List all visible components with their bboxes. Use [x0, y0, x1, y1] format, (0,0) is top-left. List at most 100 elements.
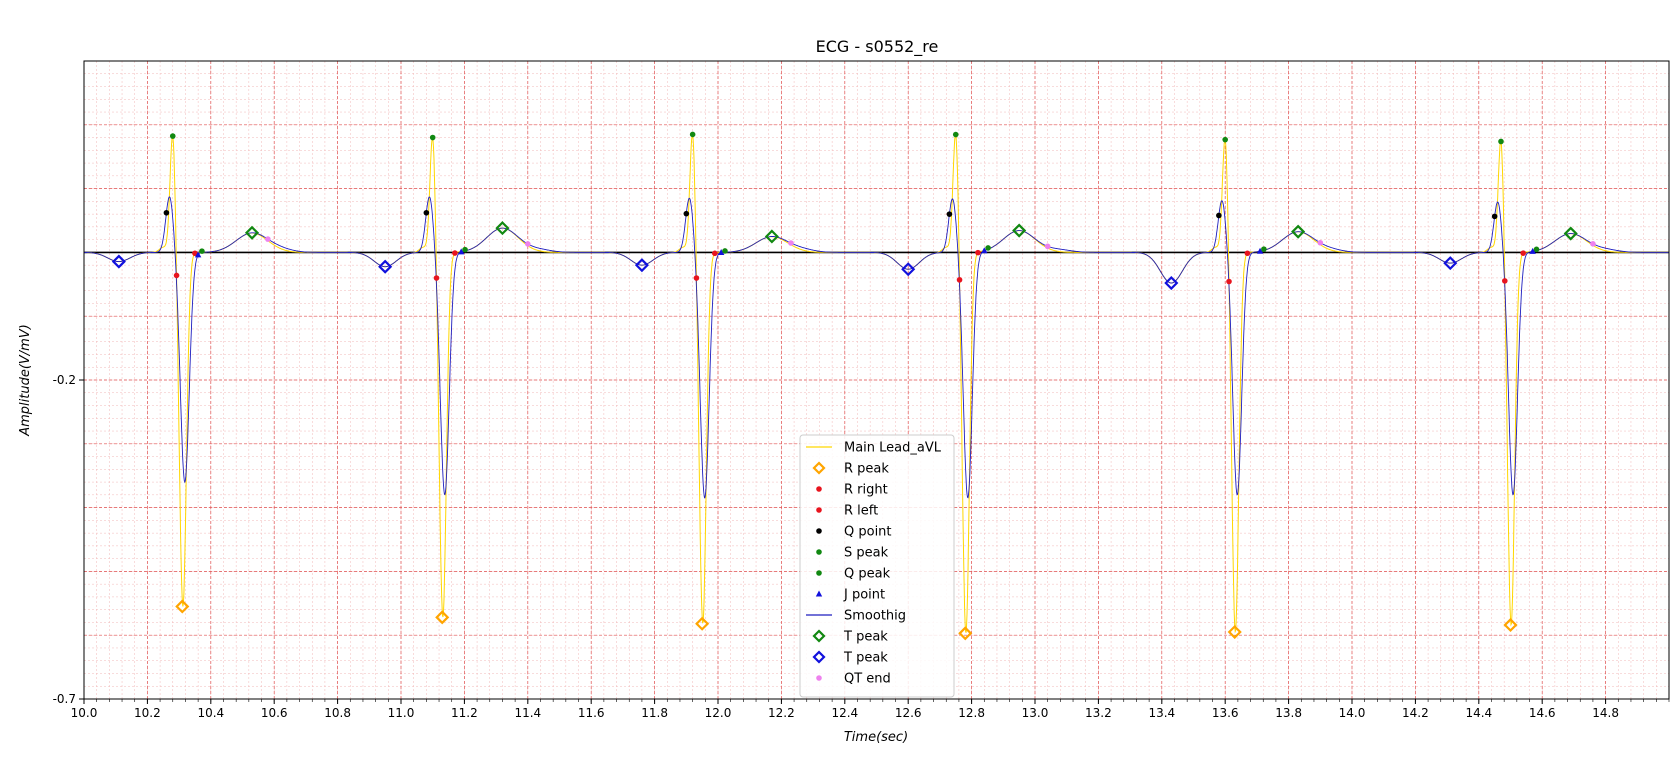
r-right-marker	[192, 250, 198, 257]
x-tick-label: 12.8	[958, 706, 985, 720]
r-peak-marker	[1227, 624, 1242, 640]
q-peak-marker	[1498, 138, 1504, 145]
plot-area	[84, 131, 1669, 641]
j-point-marker	[1529, 247, 1536, 254]
plot-frame	[83, 60, 1670, 700]
q-point-marker	[163, 209, 170, 216]
x-tick-label: 10.0	[71, 706, 98, 720]
x-tick-label: 11.6	[578, 706, 605, 720]
qt-end-marker	[1590, 241, 1596, 247]
r-left-marker	[173, 272, 180, 279]
legend-entry-label: T peak	[843, 651, 888, 666]
legend-entry-label: R right	[844, 483, 888, 498]
t-peak-marker-blue	[1443, 256, 1458, 271]
legend-dot-swatch	[816, 549, 822, 555]
x-axis-label: Time(sec)	[844, 730, 908, 745]
y-tick-label: -0.2	[53, 373, 76, 387]
r-peak-marker	[175, 599, 190, 614]
x-tick-label: 11.4	[514, 706, 541, 720]
t-peak-marker-green	[1563, 226, 1578, 241]
j-point-marker	[981, 247, 988, 254]
x-tick-label: 10.4	[197, 706, 224, 720]
r-peak-marker	[435, 610, 450, 625]
x-tick-label: 14.8	[1592, 706, 1619, 720]
r-peak-marker	[695, 616, 710, 631]
j-point-marker	[717, 249, 725, 256]
x-tick-label: 10.8	[324, 706, 351, 720]
r-right-marker	[712, 250, 718, 257]
s-peak-marker	[462, 246, 468, 253]
r-right-marker	[452, 250, 458, 256]
q-point-marker	[1491, 213, 1498, 220]
r-right-marker	[1244, 250, 1251, 257]
s-peak-marker	[985, 245, 991, 251]
r-right-marker	[975, 249, 981, 256]
t-peak-marker-blue	[378, 259, 393, 274]
x-tick-label: 13.8	[1275, 706, 1302, 720]
x-tick-label: 12.6	[895, 706, 922, 720]
x-tick-label: 10.2	[134, 706, 161, 720]
chart-title: ECG - s0552_re	[816, 37, 939, 57]
q-point-marker	[683, 210, 690, 217]
legend-entry-label: R peak	[844, 462, 889, 477]
legend-dot-swatch	[816, 675, 822, 681]
r-left-marker	[433, 275, 440, 281]
t-peak-marker-green	[1012, 223, 1027, 238]
x-tick-label: 12.0	[705, 706, 732, 720]
x-tick-label: 14.4	[1465, 706, 1492, 720]
t-peak-marker-blue	[111, 254, 126, 269]
legend-box	[799, 434, 955, 698]
r-right-marker	[1520, 250, 1526, 256]
j-point-marker	[1256, 247, 1264, 254]
legend-entry-label: J point	[843, 588, 885, 603]
q-peak-marker	[952, 131, 959, 138]
s-peak-marker	[1261, 246, 1267, 252]
legend-entry-label: Q peak	[844, 567, 891, 582]
legend-dot-swatch	[816, 570, 822, 576]
q-peak-marker	[429, 134, 436, 141]
x-tick-label: 12.4	[831, 706, 858, 720]
x-tick-label: 13.2	[1085, 706, 1112, 720]
legend-entry-label: R left	[844, 504, 878, 519]
s-peak-marker	[1533, 246, 1540, 253]
y-tick-label: -0.7	[53, 692, 76, 706]
legend-triangle-swatch	[815, 590, 823, 597]
x-tick-label: 13.0	[1022, 706, 1049, 720]
legend-entry-label: T peak	[843, 630, 888, 645]
qt-end-marker	[525, 241, 531, 247]
t-peak-marker-blue	[634, 258, 649, 273]
q-point-marker	[946, 211, 953, 217]
t-peak-marker-green	[764, 229, 779, 244]
x-tick-label: 12.2	[768, 706, 795, 720]
s-peak-marker	[199, 248, 205, 254]
x-tick-label: 14.2	[1402, 706, 1429, 720]
qt-end-marker	[1317, 239, 1324, 246]
r-left-marker	[1501, 278, 1508, 284]
s-peak-marker	[722, 248, 728, 254]
t-peak-marker-blue	[901, 262, 916, 277]
legend-entry-label: S peak	[844, 546, 889, 561]
legend: Main Lead_aVL R peak R right R left Q point S…	[799, 434, 955, 698]
t-peak-marker-green	[244, 225, 260, 240]
r-left-marker	[693, 275, 700, 281]
qt-end-marker	[1044, 243, 1051, 250]
j-point-marker	[458, 248, 465, 255]
x-tick-label: 13.4	[1148, 706, 1175, 720]
legend-entry-label: QT end	[844, 672, 891, 687]
r-peak-marker	[958, 626, 973, 641]
x-tick-label: 14.0	[1339, 706, 1366, 720]
x-tick-label: 13.6	[1212, 706, 1239, 720]
q-peak-marker	[1222, 136, 1228, 143]
legend-diamond-swatch	[812, 461, 826, 475]
r-peak-marker	[1503, 617, 1518, 633]
q-peak-marker	[689, 131, 696, 138]
t-peak-marker-green	[1291, 224, 1306, 239]
legend-entry-label: Main Lead_aVL	[844, 441, 942, 456]
legend-entry-label: Q point	[844, 525, 892, 540]
q-point-marker	[1216, 212, 1222, 219]
t-peak-marker-green	[495, 221, 510, 236]
q-point-marker	[423, 209, 430, 216]
q-peak-marker	[169, 133, 176, 139]
x-tick-label: 11.8	[641, 706, 668, 720]
